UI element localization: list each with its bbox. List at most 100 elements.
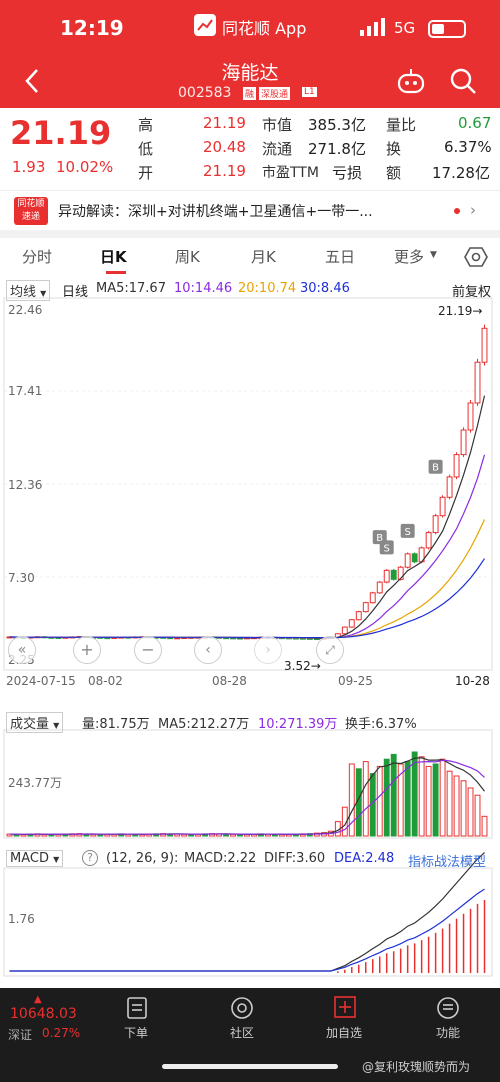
macd-indicator-select[interactable]: MACD ▼ xyxy=(6,850,64,867)
caret-down-icon: ▼ xyxy=(430,250,437,260)
ma30-value: 30:8.46 xyxy=(300,281,350,296)
order-label[interactable]: 下单 xyxy=(124,1026,149,1040)
volume-value: 量:81.75万 xyxy=(82,717,150,732)
sell-marker xyxy=(400,523,415,538)
current-price: 21.19 xyxy=(10,114,112,152)
x-label-5: 10-28 xyxy=(455,674,490,688)
news-text: 异动解读：深圳+对讲机终端+卫星通信+一带一... xyxy=(58,204,373,220)
volume-ratio-value: 0.67 xyxy=(458,114,492,132)
rewind-icon[interactable]: « xyxy=(8,636,36,664)
adjust-mode[interactable]: 前复权 xyxy=(452,285,492,300)
stock-name: 海能达 xyxy=(221,62,279,84)
ma5-line xyxy=(9,395,486,639)
volume-bar xyxy=(6,833,13,837)
tab-intraday[interactable]: 分时 xyxy=(22,248,53,266)
community-icon[interactable] xyxy=(230,996,254,1024)
period-label: 日线 xyxy=(62,285,89,300)
y-tick-1: 22.46 xyxy=(8,303,43,317)
add-watchlist-icon[interactable] xyxy=(334,996,356,1022)
index-up-arrow-icon: ▲ xyxy=(34,994,42,1005)
home-indicator[interactable] xyxy=(162,1064,338,1069)
open-label: 开 xyxy=(138,164,154,182)
candle xyxy=(369,592,376,604)
volume-bar xyxy=(418,756,425,837)
back-icon[interactable] xyxy=(22,66,42,103)
float-cap-value: 271.8亿 xyxy=(308,140,366,158)
active-tab-indicator xyxy=(106,271,126,274)
scroll-right-icon[interactable]: › xyxy=(254,636,282,664)
volume-indicator-select[interactable]: 成交量 ▼ xyxy=(6,712,64,733)
settings-icon[interactable] xyxy=(464,246,488,272)
stock-code: 002583 xyxy=(178,85,232,101)
caret-down-icon: ▼ xyxy=(53,721,60,730)
marker-label: B xyxy=(376,533,383,544)
ma30-line xyxy=(9,558,486,639)
low-value: 20.48 xyxy=(203,138,246,156)
community-label[interactable]: 社区 xyxy=(230,1026,255,1040)
watermark: @复利玫瑰顺势而为 xyxy=(362,1060,471,1074)
robot-icon[interactable] xyxy=(396,66,426,100)
news-brand-logo: 同花顺速递 xyxy=(14,197,48,225)
dea-line xyxy=(9,888,485,972)
tab-more[interactable]: 更多 xyxy=(394,248,425,266)
network-type: 5G xyxy=(394,19,416,37)
index-value[interactable]: 10648.03 xyxy=(10,1006,77,1022)
divider xyxy=(0,230,500,238)
candle xyxy=(341,626,348,635)
indicator-select[interactable]: 均线 ▼ xyxy=(6,280,51,301)
candle xyxy=(467,402,474,431)
candle xyxy=(474,361,481,404)
add-watchlist-label[interactable]: 加自选 xyxy=(326,1026,363,1040)
x-label-2: 08-02 xyxy=(88,674,123,688)
ma5-value: MA5:17.67 xyxy=(96,281,166,296)
volume-bar xyxy=(481,815,488,837)
search-icon[interactable] xyxy=(448,66,478,100)
tab-daily-k[interactable]: 日K xyxy=(100,248,127,266)
function-label[interactable]: 功能 xyxy=(436,1026,461,1040)
nav-bar: 海能达 002583 融 深股通 L1 xyxy=(0,56,500,108)
turnover-rate: 换手:6.37% xyxy=(345,717,417,732)
status-bar: 12:19 同花顺 App 5G xyxy=(0,0,500,56)
volume-bar xyxy=(348,763,355,837)
status-time: 12:19 xyxy=(60,16,124,40)
period-tabs: 分时 日K 周K 月K 五日 更多 ▼ xyxy=(0,238,500,276)
scroll-left-icon[interactable]: ‹ xyxy=(194,636,222,664)
amount-value: 17.28亿 xyxy=(432,164,490,182)
macd-y-tick: 1.76 xyxy=(8,912,35,926)
diff-value: DIFF:3.60 xyxy=(264,851,326,866)
max-price-label: 21.19→ xyxy=(438,304,483,318)
macd-params: (12, 26, 9): xyxy=(106,851,179,866)
menu-icon[interactable] xyxy=(436,996,460,1024)
fullscreen-icon[interactable]: ⤢ xyxy=(316,636,344,664)
tab-five-day[interactable]: 五日 xyxy=(325,248,356,266)
tab-weekly-k[interactable]: 周K xyxy=(175,248,200,266)
candle xyxy=(362,602,369,613)
candle xyxy=(481,327,488,363)
strategy-model-link[interactable]: 指标战法模型 xyxy=(408,855,487,870)
x-label-start: 2024-07-15 xyxy=(6,674,76,688)
volume-bar xyxy=(474,794,481,837)
zoom-in-icon[interactable]: + xyxy=(73,636,101,664)
volume-ratio-label: 量比 xyxy=(386,116,417,134)
news-ticker[interactable]: 同花顺速递 异动解读：深圳+对讲机终端+卫星通信+一带一... › xyxy=(0,190,500,230)
bottom-toolbar: ▲ 10648.03 深证 0.27% 下单 社区 加自选 功能 xyxy=(0,988,500,1052)
price-change: 1.93 xyxy=(12,158,46,176)
market-cap-value: 385.3亿 xyxy=(308,116,366,134)
float-cap-label: 流通 xyxy=(262,140,293,158)
candle xyxy=(383,569,390,583)
index-name: 深证 xyxy=(8,1028,33,1042)
candle xyxy=(390,569,397,580)
zoom-out-icon[interactable]: − xyxy=(134,636,162,664)
marker-label: S xyxy=(404,527,410,538)
help-icon[interactable]: ? xyxy=(82,850,98,866)
volume-title: 成交量 xyxy=(10,717,50,732)
buy-marker xyxy=(428,459,443,474)
volume-bar xyxy=(446,770,453,837)
candle xyxy=(355,611,362,621)
order-icon[interactable] xyxy=(126,996,148,1024)
turnover-value: 6.37% xyxy=(444,138,492,156)
volume-bar xyxy=(97,834,104,837)
tab-monthly-k[interactable]: 月K xyxy=(251,248,276,266)
volume-ma10-line xyxy=(9,759,485,835)
